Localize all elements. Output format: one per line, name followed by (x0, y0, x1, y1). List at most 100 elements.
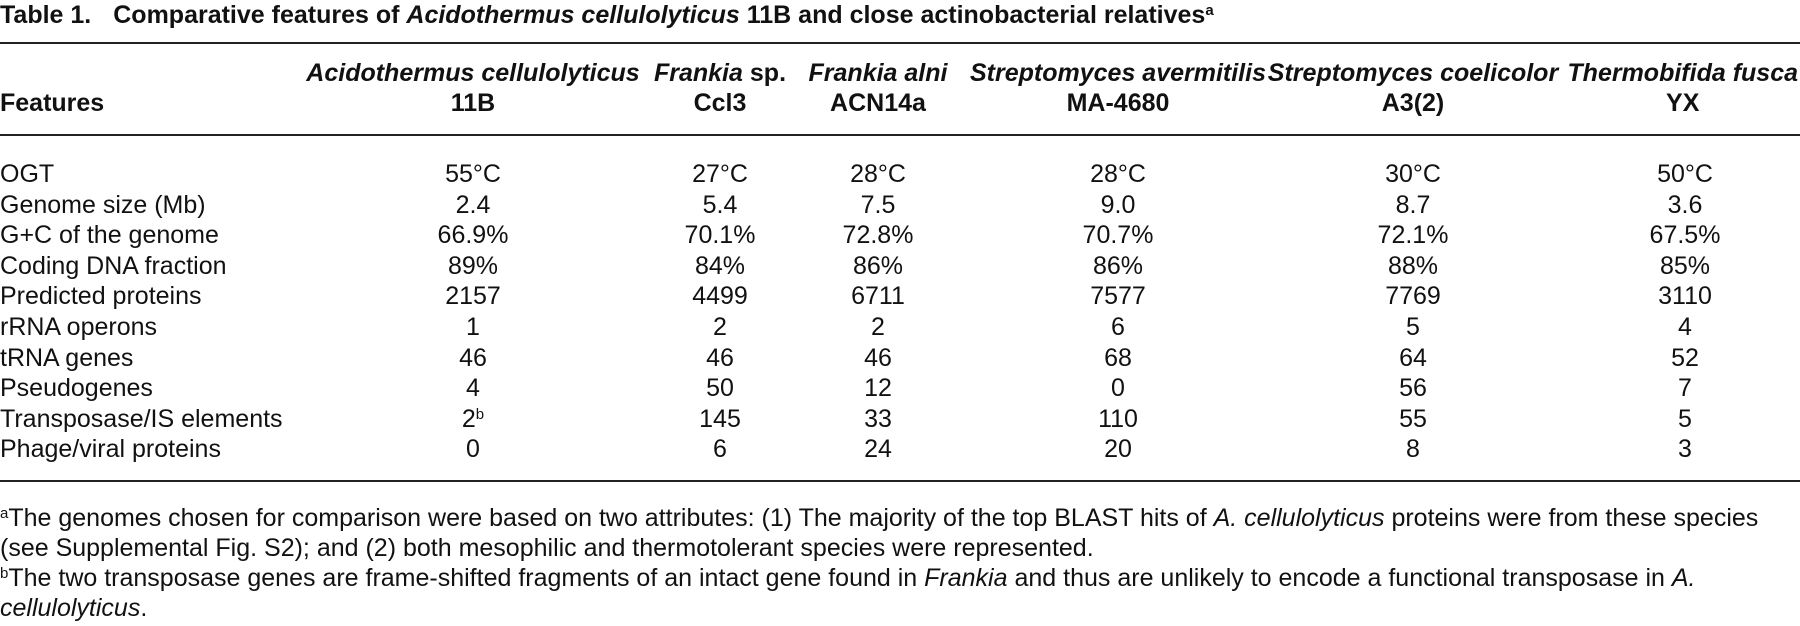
cell: 86% (852, 251, 904, 280)
species: Acidothermus cellulolyticus (306, 58, 639, 88)
cell: 46 (864, 343, 892, 372)
text-run: proteins were from these species (see Su… (0, 504, 1766, 562)
footnote: aThe genomes chosen for comparison were … (0, 503, 1800, 563)
cell: 7769 (1385, 282, 1441, 311)
cell: 64 (1399, 343, 1427, 372)
cell: 70.7% (1082, 221, 1154, 250)
cell: 0 (1111, 374, 1125, 403)
cell: 28°C (850, 160, 906, 188)
cell: 46 (459, 343, 487, 372)
cell: 5 (1406, 313, 1420, 341)
cell: 68 (1104, 343, 1132, 372)
species-name: Streptomyces coelicolor (1267, 59, 1559, 87)
cell: 30°C (1385, 160, 1441, 188)
cell: 5.4 (702, 190, 738, 219)
strain: ACN14a (830, 89, 926, 117)
footnote-mark: b (0, 565, 9, 582)
header-cell: Streptomyces avermitilis MA-4680 (970, 58, 1266, 118)
text-run: Acidothermus cellulolyticus (406, 1, 740, 29)
strain: MA-4680 (1066, 89, 1170, 117)
cell: 89% (447, 251, 499, 280)
species: Thermobifida fusca (1567, 58, 1798, 88)
species: Streptomyces avermitilis (970, 58, 1266, 88)
text-run: and thus are unlikely to encode a functi… (1007, 564, 1672, 592)
species-name: Thermobifida fusca (1567, 59, 1798, 87)
header-cell: Streptomyces coelicolor A3(2) (1268, 58, 1558, 118)
cell: 2157 (445, 282, 501, 311)
row-label: Predicted proteins (0, 282, 202, 311)
cell: 0 (466, 435, 480, 464)
cell: 27°C (692, 160, 748, 188)
cell: 6 (713, 435, 727, 464)
table-title: Table 1. Comparative features of Acidothe… (0, 0, 1214, 30)
cell: 2.4 (455, 190, 491, 219)
cell: 24 (864, 435, 892, 464)
cell: 84% (694, 251, 746, 280)
species: Streptomyces coelicolor (1268, 58, 1558, 88)
cell: 3.6 (1667, 190, 1703, 219)
species: Frankia sp. (654, 58, 786, 88)
rule (0, 480, 1800, 482)
species-name: Streptomyces avermitilis (970, 59, 1266, 87)
footnote-mark: a (0, 505, 9, 522)
cell: 5 (1678, 404, 1692, 433)
cell: 4 (1678, 313, 1692, 341)
rule (0, 134, 1800, 136)
cell: 85% (1659, 251, 1711, 280)
table-label: Table 1. (0, 1, 92, 29)
cell: 72.1% (1377, 221, 1449, 250)
cell: 86% (1092, 251, 1144, 280)
cell: 6 (1111, 313, 1125, 341)
text-run: The two transposase genes are frame-shif… (8, 564, 925, 592)
row-label: tRNA genes (0, 343, 134, 372)
strain: A3(2) (1381, 89, 1445, 117)
cell: 7.5 (860, 190, 896, 219)
row-label: Transposase/IS elements (0, 404, 283, 433)
row-label: Pseudogenes (0, 374, 153, 403)
text-run: The genomes chosen for comparison were b… (8, 504, 1214, 532)
cell: 70.1% (684, 221, 756, 250)
footnote-mark: b (475, 405, 485, 423)
qualifier: sp. (749, 59, 787, 87)
cell: 7577 (1090, 282, 1146, 311)
strain: YX (1666, 89, 1700, 117)
cell: 28°C (1090, 160, 1146, 188)
strain: Ccl3 (693, 89, 747, 117)
text-run: 11B and close actinobacterial relatives (739, 1, 1206, 29)
cell: 88% (1387, 251, 1439, 280)
row-label: OGT (0, 160, 55, 188)
cell: 50°C (1657, 160, 1713, 188)
cell: 66.9% (437, 221, 509, 250)
cell: 9.0 (1100, 190, 1136, 219)
footnote: bThe two transposase genes are frame-shi… (0, 563, 1800, 623)
species-name: Acidothermus cellulolyticus (306, 59, 640, 87)
cell: 8 (1406, 435, 1420, 464)
cell: 4 (466, 374, 480, 403)
text-run: A. cellulolyticus (0, 564, 1703, 622)
cell: 33 (864, 404, 892, 433)
cell: 7 (1678, 374, 1692, 403)
cell: 8.7 (1395, 190, 1431, 219)
species-name: Frankia (653, 59, 743, 87)
cell: 110 (1098, 404, 1138, 433)
text-run: . (140, 594, 148, 622)
header-cell: Acidothermus cellulolyticus 11B (306, 58, 639, 118)
footnotes: aThe genomes chosen for comparison were … (0, 503, 1800, 623)
cell: 55 (1399, 404, 1427, 433)
row-label: Genome size (Mb) (0, 190, 206, 219)
strain: 11B (450, 89, 496, 117)
cell: 1 (466, 313, 480, 341)
row-label: Phage/viral proteins (0, 435, 221, 464)
cell: 46 (706, 343, 734, 372)
cell: 20 (1104, 435, 1132, 464)
footnote-mark: a (1205, 2, 1214, 19)
cell: 2 (713, 313, 727, 341)
cell: 3 (1678, 435, 1692, 464)
cell: 4499 (692, 282, 748, 311)
cell: 2 (871, 313, 885, 341)
cell: 2b (462, 404, 484, 434)
species: Frankia alni (809, 58, 948, 88)
header-cell: Frankia sp. Ccl3 (654, 58, 786, 118)
cell: 72.8% (842, 221, 914, 250)
